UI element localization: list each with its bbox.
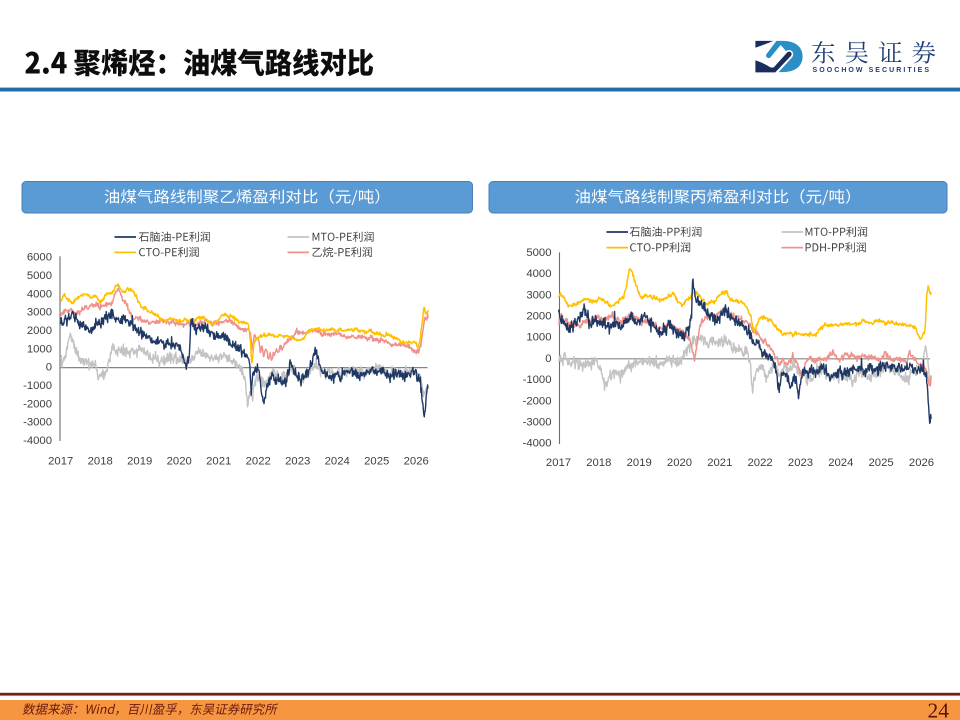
svg-text:3000: 3000 xyxy=(27,307,52,319)
svg-text:6000: 6000 xyxy=(27,252,52,264)
svg-text:-2000: -2000 xyxy=(23,398,52,410)
svg-text:24: 24 xyxy=(928,699,950,720)
svg-text:2026: 2026 xyxy=(909,457,934,469)
svg-text:2024: 2024 xyxy=(325,455,350,467)
svg-text:2018: 2018 xyxy=(586,457,611,469)
svg-text:-3000: -3000 xyxy=(23,417,52,429)
svg-text:2017: 2017 xyxy=(546,457,571,469)
svg-text:2025: 2025 xyxy=(364,455,389,467)
svg-text:2025: 2025 xyxy=(869,457,894,469)
svg-text:-1000: -1000 xyxy=(23,380,52,392)
svg-text:2023: 2023 xyxy=(788,457,813,469)
svg-text:2020: 2020 xyxy=(667,457,692,469)
svg-text:SOOCHOW SECURITIES: SOOCHOW SECURITIES xyxy=(813,67,932,74)
svg-text:5000: 5000 xyxy=(27,270,52,282)
svg-text:5000: 5000 xyxy=(526,247,551,259)
svg-text:-1000: -1000 xyxy=(523,374,552,386)
svg-text:2024: 2024 xyxy=(828,457,853,469)
svg-text:2023: 2023 xyxy=(285,455,310,467)
svg-text:2019: 2019 xyxy=(627,457,652,469)
svg-text:2021: 2021 xyxy=(206,455,231,467)
svg-text:2018: 2018 xyxy=(88,455,113,467)
svg-text:2000: 2000 xyxy=(526,311,551,323)
svg-text:4000: 4000 xyxy=(27,288,52,300)
svg-text:2026: 2026 xyxy=(404,455,429,467)
svg-text:1000: 1000 xyxy=(526,332,551,344)
svg-text:-4000: -4000 xyxy=(23,435,52,447)
svg-text:2022: 2022 xyxy=(748,457,773,469)
svg-text:0: 0 xyxy=(46,362,52,374)
svg-text:2019: 2019 xyxy=(127,455,152,467)
svg-text:-2000: -2000 xyxy=(523,395,552,407)
svg-text:2022: 2022 xyxy=(246,455,271,467)
svg-text:-4000: -4000 xyxy=(523,438,552,450)
svg-text:2017: 2017 xyxy=(48,455,73,467)
svg-text:4000: 4000 xyxy=(526,268,551,280)
svg-text:2000: 2000 xyxy=(27,325,52,337)
svg-text:1000: 1000 xyxy=(27,343,52,355)
svg-text:3000: 3000 xyxy=(526,289,551,301)
svg-text:2020: 2020 xyxy=(167,455,192,467)
svg-text:0: 0 xyxy=(545,353,551,365)
svg-text:-3000: -3000 xyxy=(523,417,552,429)
svg-text:2021: 2021 xyxy=(707,457,732,469)
